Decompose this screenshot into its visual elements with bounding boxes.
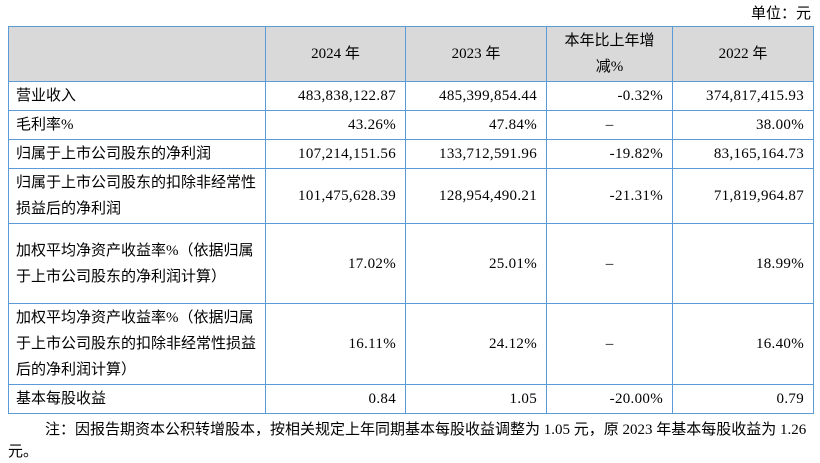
value-2022: 83,165,164.73 [672,139,814,169]
value-2024: 17.02% [265,223,406,304]
unit-label: 单位：元 [750,6,811,22]
metric-label: 加权平均净资产收益率%（依据归属于上市公司股东的扣除非经常性损益后的净利润计算） [8,303,266,385]
value-2022: 18.99% [672,223,814,304]
value-2022: 71,819,964.87 [672,168,814,224]
yoy-change: -20.00% [546,384,673,414]
metric-label: 归属于上市公司股东的扣除非经常性损益后的净利润 [8,168,266,224]
value-2024: 0.84 [265,384,406,414]
value-2023: 485,399,854.44 [405,81,547,111]
value-2023: 47.84% [405,110,547,140]
table-row-gross-margin: 毛利率% 43.26% 47.84% – 38.00% [8,110,814,140]
value-2022: 374,817,415.93 [672,81,814,111]
yoy-change: -0.32% [546,81,673,111]
value-2022: 16.40% [672,303,814,385]
table-row-net-profit: 归属于上市公司股东的净利润 107,214,151.56 133,712,591… [8,139,814,169]
value-2023: 133,712,591.96 [405,139,547,169]
metric-label: 毛利率% [8,110,266,140]
header-yoy-change: 本年比上年增减% [546,26,673,82]
table-row-basic-eps: 基本每股收益 0.84 1.05 -20.00% 0.79 [8,384,814,414]
value-2023: 128,954,490.21 [405,168,547,224]
metric-label: 营业收入 [8,81,266,111]
table-row-operating-revenue: 营业收入 483,838,122.87 485,399,854.44 -0.32… [8,81,814,111]
header-year-2024: 2024 年 [265,26,406,82]
table-row-net-profit-excl-nonrecurring: 归属于上市公司股东的扣除非经常性损益后的净利润 101,475,628.39 1… [8,168,814,224]
value-2022: 38.00% [672,110,814,140]
value-2023: 1.05 [405,384,547,414]
value-2024: 101,475,628.39 [265,168,406,224]
value-2022: 0.79 [672,384,814,414]
yoy-change: – [546,223,673,304]
table-header-row: 2024 年 2023 年 本年比上年增减% 2022 年 [8,26,814,82]
yoy-change: – [546,303,673,385]
value-2024: 107,214,151.56 [265,139,406,169]
footnote: 注：因报告期资本公积转增股本，按相关规定上年同期基本每股收益调整为 1.05 元… [8,422,807,460]
header-metric-blank [8,26,266,82]
table-row-weighted-roe-excl-nonrecurring: 加权平均净资产收益率%（依据归属于上市公司股东的扣除非经常性损益后的净利润计算）… [8,303,814,385]
value-2024: 16.11% [265,303,406,385]
yoy-change: -21.31% [546,168,673,224]
metric-label: 加权平均净资产收益率%（依据归属于上市公司股东的净利润计算） [8,223,266,304]
financial-summary-table: 2024 年 2023 年 本年比上年增减% 2022 年 营业收入 483,8… [8,26,814,414]
table-row-weighted-roe: 加权平均净资产收益率%（依据归属于上市公司股东的净利润计算） 17.02% 25… [8,223,814,304]
value-2024: 483,838,122.87 [265,81,406,111]
yoy-change: – [546,110,673,140]
header-year-2022: 2022 年 [672,26,814,82]
header-year-2023: 2023 年 [405,26,547,82]
metric-label: 基本每股收益 [8,384,266,414]
yoy-change: -19.82% [546,139,673,169]
value-2023: 24.12% [405,303,547,385]
value-2023: 25.01% [405,223,547,304]
metric-label: 归属于上市公司股东的净利润 [8,139,266,169]
value-2024: 43.26% [265,110,406,140]
